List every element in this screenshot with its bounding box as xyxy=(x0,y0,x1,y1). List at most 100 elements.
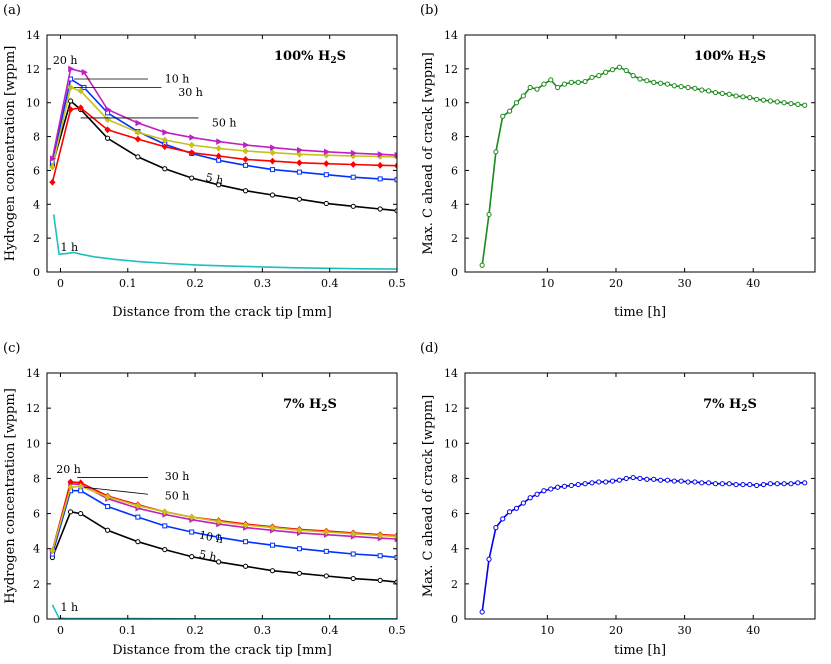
chart-title-main: 7% H xyxy=(703,397,741,412)
chart-title-end: S xyxy=(748,397,757,412)
data-point xyxy=(534,86,540,92)
data-point xyxy=(486,556,492,562)
chart-title: 7% H2S xyxy=(283,397,337,414)
data-point xyxy=(582,481,588,487)
data-point xyxy=(377,206,383,212)
data-point xyxy=(500,516,506,522)
data-point xyxy=(575,481,581,488)
data-point xyxy=(671,83,677,89)
x-tick-label: 10 xyxy=(540,277,554,290)
data-point xyxy=(242,147,249,155)
data-point xyxy=(740,94,746,100)
data-point xyxy=(350,149,358,157)
data-point xyxy=(802,102,808,108)
x-tick-label: 0.4 xyxy=(321,624,339,637)
data-point xyxy=(774,481,780,487)
data-point xyxy=(561,81,568,87)
data-point xyxy=(296,196,303,202)
y-tick-label: 0 xyxy=(451,266,458,279)
data-point xyxy=(269,542,275,548)
data-point xyxy=(493,149,499,155)
data-point xyxy=(534,491,540,497)
data-point xyxy=(637,76,643,82)
data-point xyxy=(630,73,636,79)
curve-label: 20 h xyxy=(56,463,81,476)
data-point xyxy=(134,502,142,510)
data-point xyxy=(377,161,384,169)
series-line xyxy=(52,214,397,270)
x-tick-label: 0.2 xyxy=(186,624,204,637)
y-tick-label: 14 xyxy=(26,29,40,42)
series-20-h xyxy=(49,65,397,162)
chart-title-sub: 2 xyxy=(741,404,747,414)
annotation-leader xyxy=(83,486,149,495)
data-point xyxy=(609,478,616,484)
data-point xyxy=(215,152,222,160)
data-point xyxy=(377,176,383,182)
data-point xyxy=(242,156,249,163)
chart-title-main: 7% H xyxy=(283,397,321,412)
data-point xyxy=(350,161,357,168)
data-point xyxy=(623,67,629,74)
y-tick-label: 2 xyxy=(33,578,40,591)
y-tick-label: 12 xyxy=(26,402,40,415)
data-point xyxy=(323,548,329,554)
curve-label: 50 h xyxy=(212,116,237,129)
data-point xyxy=(393,533,397,540)
y-tick-label: 10 xyxy=(26,97,40,110)
chart-title-end: S xyxy=(757,49,766,64)
curve-label: 1 h xyxy=(60,241,78,254)
y-tick-label: 6 xyxy=(451,164,458,177)
y-tick-label: 0 xyxy=(33,266,40,279)
y-tick-label: 8 xyxy=(33,131,40,144)
series-line xyxy=(51,67,397,159)
chart-title-sub: 2 xyxy=(750,56,756,66)
data-point xyxy=(135,514,141,520)
data-point xyxy=(712,481,719,487)
curve-label: 50 h xyxy=(165,490,190,503)
x-tick-label: 40 xyxy=(746,277,760,290)
plot-frame xyxy=(46,34,398,273)
data-point xyxy=(77,87,84,95)
y-tick-label: 4 xyxy=(451,543,458,556)
data-point xyxy=(699,87,705,93)
y-tick-label: 10 xyxy=(444,97,458,110)
data-point xyxy=(49,178,56,186)
data-point xyxy=(162,129,169,136)
data-point xyxy=(513,505,520,511)
data-point xyxy=(270,144,277,151)
data-point xyxy=(162,546,168,553)
data-point xyxy=(216,559,222,565)
data-point xyxy=(685,84,691,91)
series-50-h xyxy=(49,104,397,186)
data-point xyxy=(49,163,56,171)
data-point xyxy=(726,481,732,487)
data-point xyxy=(134,135,142,143)
y-tick-label: 14 xyxy=(444,367,458,380)
data-point xyxy=(323,573,329,579)
data-point xyxy=(603,479,609,485)
data-point xyxy=(561,483,568,489)
x-tick-label: 0.3 xyxy=(254,277,272,290)
x-tick-label: 20 xyxy=(609,277,623,290)
data-point xyxy=(104,493,111,501)
data-point xyxy=(609,67,616,73)
x-tick-label: 0 xyxy=(57,277,64,290)
data-point xyxy=(706,480,712,486)
data-point xyxy=(754,482,760,489)
y-tick-label: 2 xyxy=(451,232,458,245)
data-point xyxy=(49,155,57,162)
data-point xyxy=(747,95,753,101)
data-point xyxy=(582,78,588,85)
series-Max-C xyxy=(479,474,808,615)
data-point xyxy=(323,528,330,536)
curve-label: 5 h xyxy=(198,548,218,564)
series-line xyxy=(51,604,397,619)
data-point xyxy=(692,479,698,485)
y-tick-label: 6 xyxy=(33,508,40,521)
data-point xyxy=(135,154,141,160)
data-point xyxy=(350,530,357,538)
series-5-h xyxy=(49,98,397,214)
data-point xyxy=(216,138,223,145)
y-tick-label: 2 xyxy=(33,232,40,245)
